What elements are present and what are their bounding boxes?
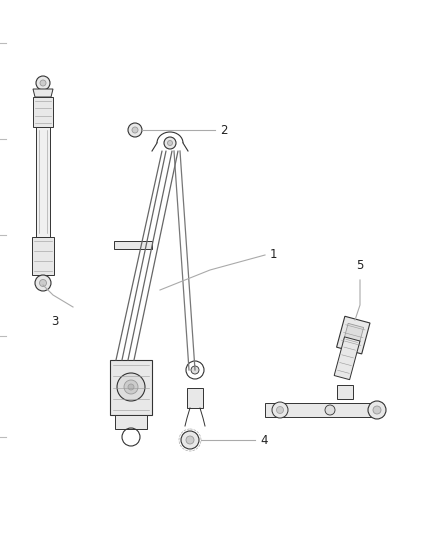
- Circle shape: [117, 373, 145, 401]
- Circle shape: [124, 380, 138, 394]
- FancyBboxPatch shape: [337, 385, 353, 399]
- Circle shape: [167, 141, 173, 146]
- Circle shape: [186, 436, 194, 444]
- FancyBboxPatch shape: [115, 415, 147, 429]
- Polygon shape: [33, 89, 53, 97]
- Circle shape: [164, 137, 176, 149]
- FancyBboxPatch shape: [265, 403, 375, 417]
- Text: 3: 3: [51, 315, 59, 328]
- Circle shape: [272, 402, 288, 418]
- Circle shape: [368, 401, 386, 419]
- Circle shape: [36, 76, 50, 90]
- FancyBboxPatch shape: [33, 97, 53, 127]
- Circle shape: [132, 127, 138, 133]
- Text: 1: 1: [270, 248, 278, 262]
- Circle shape: [373, 406, 381, 414]
- Polygon shape: [343, 324, 364, 347]
- Circle shape: [325, 405, 335, 415]
- Circle shape: [191, 366, 199, 374]
- FancyBboxPatch shape: [36, 127, 50, 237]
- Circle shape: [39, 279, 46, 287]
- FancyBboxPatch shape: [110, 360, 152, 415]
- Polygon shape: [336, 316, 370, 354]
- Circle shape: [181, 431, 199, 449]
- Circle shape: [128, 384, 134, 390]
- Text: 4: 4: [260, 433, 268, 447]
- Circle shape: [35, 275, 51, 291]
- Text: 2: 2: [220, 124, 227, 136]
- Polygon shape: [334, 337, 360, 379]
- Circle shape: [40, 80, 46, 86]
- Circle shape: [128, 123, 142, 137]
- FancyBboxPatch shape: [114, 241, 152, 249]
- FancyBboxPatch shape: [32, 237, 54, 275]
- FancyBboxPatch shape: [187, 388, 203, 408]
- Circle shape: [276, 407, 283, 414]
- Text: 5: 5: [356, 259, 364, 272]
